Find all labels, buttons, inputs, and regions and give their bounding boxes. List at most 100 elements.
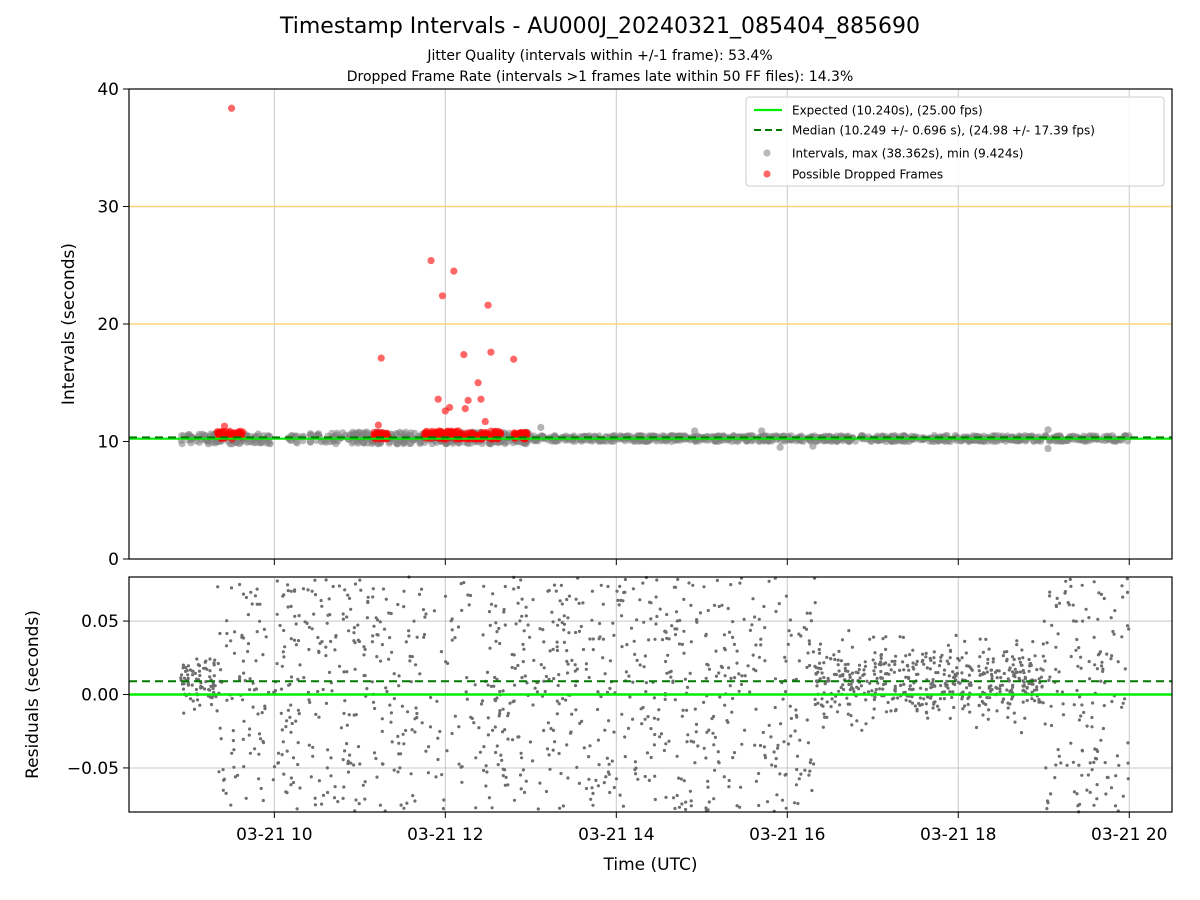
residual-point [378, 803, 382, 807]
residual-point [561, 804, 566, 808]
residual-point [1056, 632, 1060, 636]
intervals-y-ticks: 0 10 20 30 40 [97, 80, 129, 570]
residual-point [660, 638, 665, 642]
residual-point [384, 686, 388, 690]
residual-point [422, 632, 427, 637]
residual-point [366, 595, 370, 599]
residual-point [182, 676, 187, 680]
residual-point [1086, 773, 1090, 777]
residual-point [714, 649, 718, 653]
interval-point [393, 440, 402, 448]
residual-point [302, 676, 306, 680]
residual-point [289, 730, 293, 734]
residual-point [682, 629, 686, 633]
residual-point [811, 650, 816, 654]
dropped-frame-point [487, 348, 495, 356]
residual-point [948, 716, 952, 721]
residual-point [408, 659, 412, 663]
residual-point [392, 768, 396, 772]
residual-point [946, 643, 951, 647]
residual-point [1104, 792, 1108, 796]
residual-point [677, 805, 682, 809]
residual-point [184, 665, 188, 670]
residual-point [892, 670, 897, 674]
residual-point [893, 659, 897, 663]
residual-point [832, 672, 837, 677]
residual-point [229, 639, 233, 643]
residual-point [1109, 616, 1113, 620]
residual-point [321, 793, 326, 798]
residual-point [665, 671, 669, 675]
residual-point [1071, 760, 1075, 764]
residual-point [396, 602, 400, 607]
residual-point [990, 677, 994, 681]
residual-point [522, 647, 526, 651]
residual-point [484, 784, 488, 788]
residual-point [1041, 668, 1045, 672]
residual-point [190, 683, 194, 687]
residual-point [229, 586, 234, 590]
residual-point [808, 769, 812, 773]
residual-point [642, 620, 646, 624]
residual-point [977, 704, 981, 708]
residual-point [786, 742, 791, 746]
residual-point [230, 751, 234, 755]
residual-point [197, 669, 202, 673]
dropped-frame-point [220, 422, 229, 430]
interval-point [333, 429, 341, 437]
residual-point [590, 786, 594, 790]
residual-point [1023, 675, 1027, 680]
residual-point [739, 785, 743, 789]
residual-point [715, 578, 720, 583]
residual-point [457, 762, 461, 766]
residual-point [953, 682, 957, 687]
residual-point [803, 768, 807, 772]
residual-point [524, 779, 528, 783]
residual-point [623, 735, 627, 739]
residual-point [404, 728, 408, 733]
residual-point [639, 707, 643, 711]
residual-point [655, 614, 659, 619]
residual-point [1033, 679, 1037, 683]
residual-point [1093, 663, 1097, 667]
residual-point [574, 630, 578, 635]
residual-point [488, 646, 492, 650]
residual-point [653, 797, 657, 802]
residual-point [248, 677, 252, 681]
residual-point [372, 624, 376, 628]
residual-point [339, 726, 343, 730]
residual-point [410, 728, 414, 732]
residual-point [255, 587, 259, 591]
residual-point [512, 798, 517, 802]
residual-point [847, 682, 851, 687]
residual-point [915, 659, 919, 664]
residual-point [931, 706, 935, 710]
residual-point [720, 603, 724, 607]
residual-point [232, 765, 236, 769]
residual-point [289, 637, 293, 641]
residual-point [352, 763, 356, 767]
residual-point [833, 657, 837, 662]
residual-point [390, 740, 394, 744]
x-tick-label: 03-21 14 [578, 825, 654, 845]
residual-point [486, 733, 490, 737]
residual-point [978, 673, 982, 677]
residual-point [387, 657, 391, 661]
residual-point [474, 806, 478, 810]
residual-point [705, 730, 709, 734]
residual-point [545, 747, 550, 751]
residual-point [590, 618, 594, 622]
residual-point [676, 577, 680, 582]
residual-point [1006, 677, 1010, 681]
residual-point [664, 659, 668, 664]
residual-point [211, 686, 215, 691]
residual-point [794, 783, 799, 787]
residual-point [1109, 657, 1113, 661]
residual-point [833, 700, 837, 704]
residual-point [325, 621, 329, 625]
residual-point [250, 602, 254, 606]
residual-point [796, 801, 800, 806]
residual-point [307, 625, 311, 629]
residual-point [555, 699, 559, 703]
residual-point [873, 672, 877, 676]
